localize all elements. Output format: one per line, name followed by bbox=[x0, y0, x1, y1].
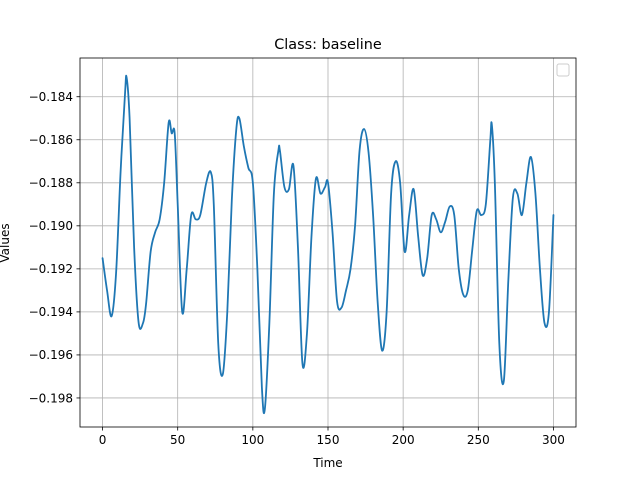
x-tick-label: 50 bbox=[170, 433, 185, 447]
y-tick-label: −0.196 bbox=[29, 348, 73, 362]
x-axis-title: Time bbox=[312, 456, 342, 470]
legend-box[interactable] bbox=[556, 63, 570, 77]
series-group bbox=[101, 74, 555, 415]
x-tick-label: 200 bbox=[392, 433, 415, 447]
y-tick-label: −0.184 bbox=[29, 90, 73, 104]
series-line bbox=[101, 74, 555, 415]
y-tick-label: −0.190 bbox=[29, 219, 73, 233]
y-tick-label: −0.186 bbox=[29, 133, 73, 147]
grid-lines bbox=[80, 58, 576, 427]
y-tick-label: −0.192 bbox=[29, 262, 73, 276]
x-tick-label: 150 bbox=[317, 433, 340, 447]
y-axis: −0.184 −0.186 −0.188 −0.190 −0.192 −0.194 −0.1… bbox=[29, 90, 80, 405]
x-tick-label: 100 bbox=[241, 433, 264, 447]
y-tick-label: −0.188 bbox=[29, 176, 73, 190]
y-tick-label: −0.194 bbox=[29, 305, 73, 319]
y-tick-label: −0.198 bbox=[29, 391, 73, 405]
x-tick-label: 300 bbox=[542, 433, 565, 447]
x-tick-label: 250 bbox=[467, 433, 490, 447]
x-tick-label: 0 bbox=[99, 433, 107, 447]
chart-title: Class: baseline bbox=[274, 37, 382, 53]
y-axis-title: Values bbox=[0, 223, 12, 262]
x-axis: 0 50 100 150 200 250 300 bbox=[99, 427, 565, 447]
